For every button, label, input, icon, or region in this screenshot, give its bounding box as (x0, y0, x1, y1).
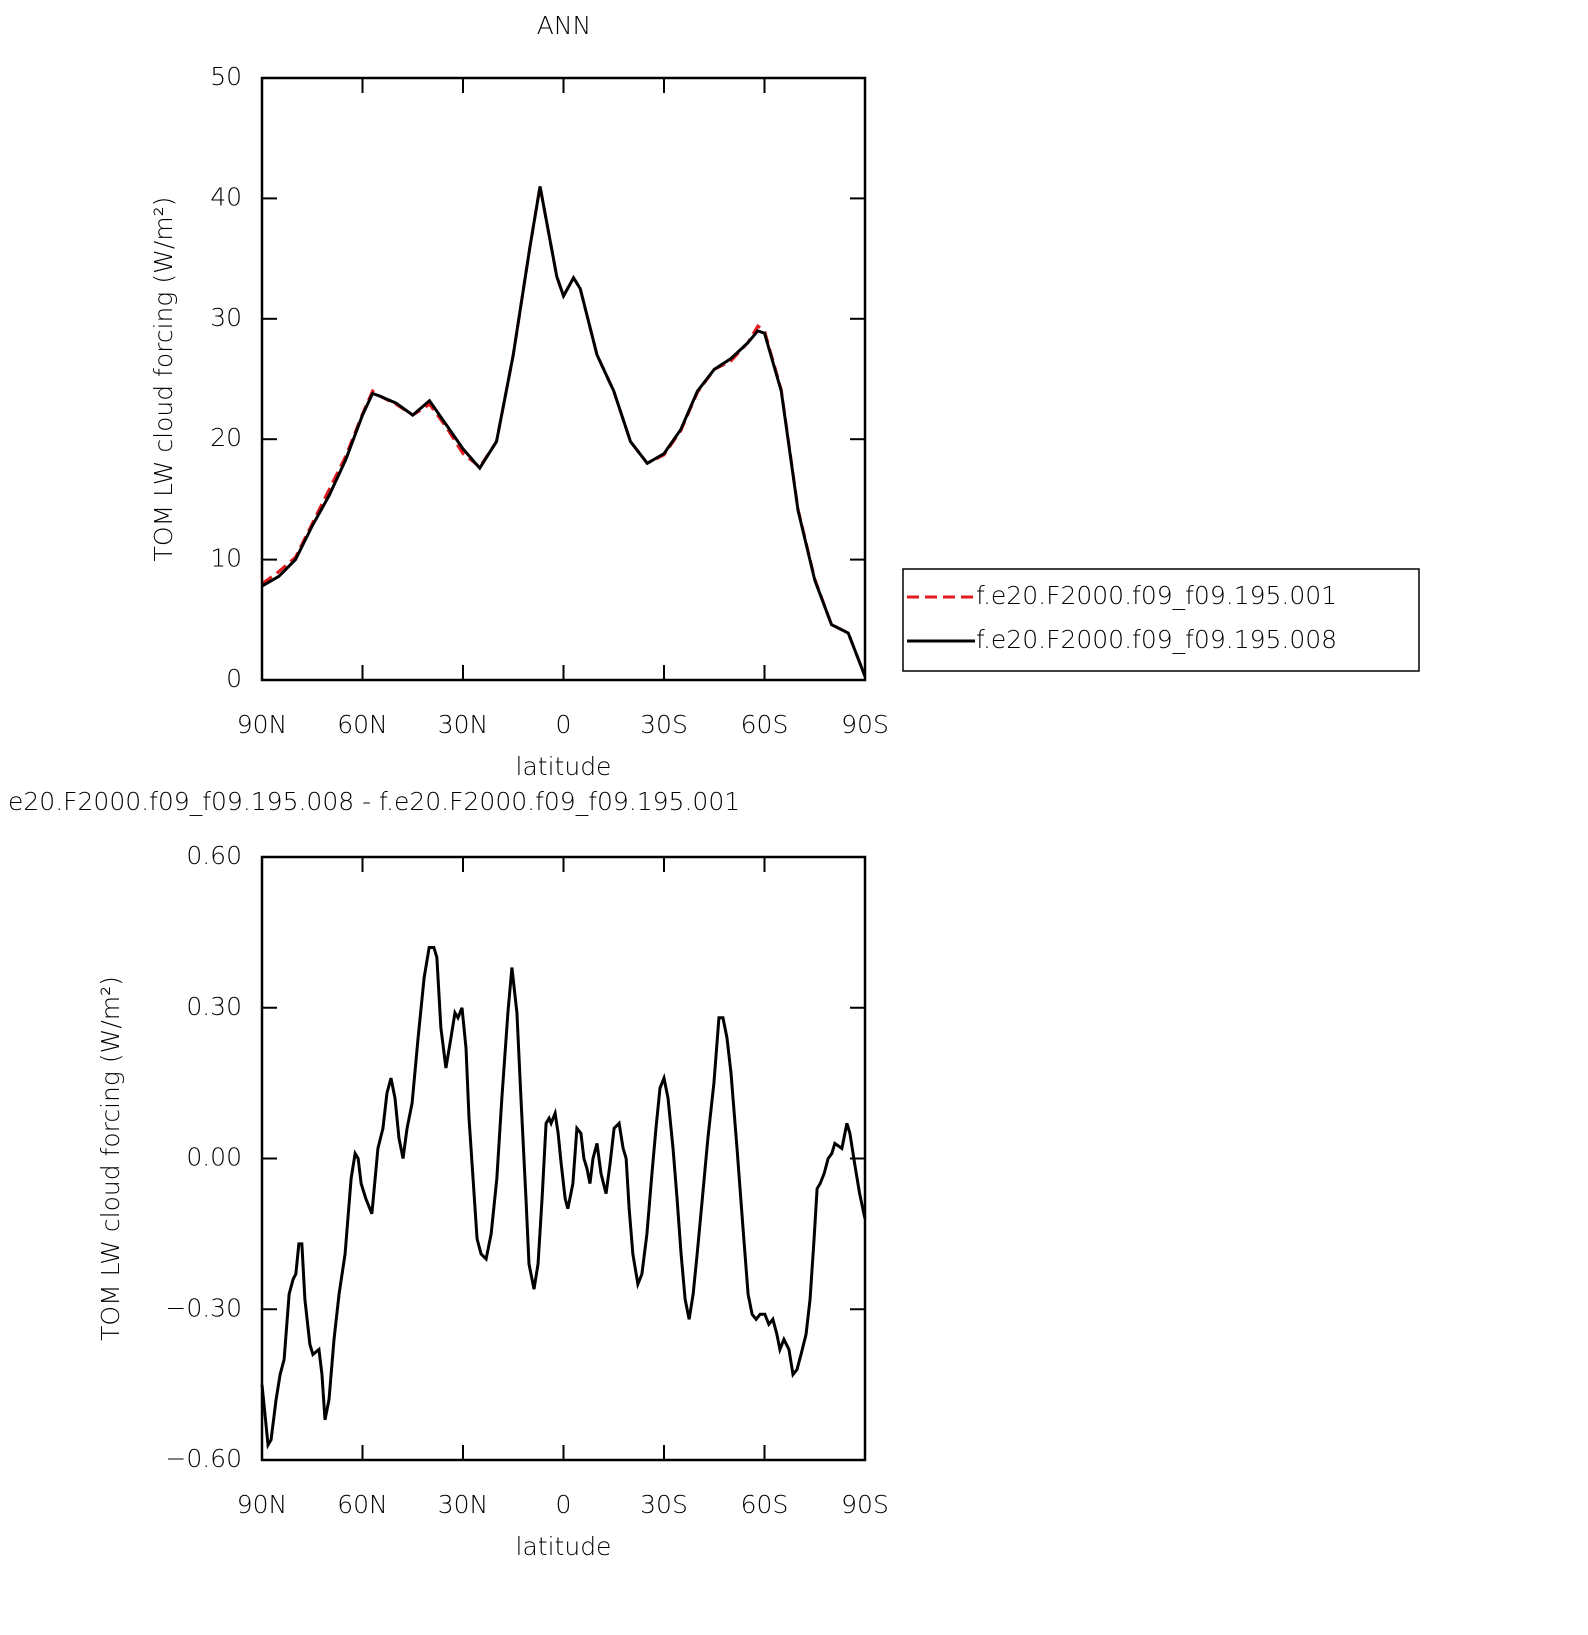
data-line (260, 945, 867, 1450)
legend-label: f.e20.F2000.f09_f09.195.008 (976, 625, 1337, 654)
x-tick-label: 30S (640, 710, 688, 739)
y-axis-label: TOM LW cloud forcing (W/m²) (149, 197, 178, 562)
y-tick-label: 10 (210, 544, 242, 573)
x-tick-label: 90N (237, 710, 288, 739)
data-line (261, 186, 867, 677)
y-tick-label: 40 (210, 182, 242, 211)
x-tick-label: 90S (841, 1490, 889, 1519)
legend-label: f.e20.F2000.f09_f09.195.001 (976, 581, 1337, 610)
y-tick-label: 0.60 (186, 841, 242, 870)
y-tick-label: 30 (210, 303, 242, 332)
y-tick-label: −0.30 (165, 1293, 242, 1322)
x-tick-label: 60N (337, 1490, 388, 1519)
x-axis-label: latitude (516, 752, 612, 781)
x-tick-label: 90N (237, 1490, 288, 1519)
chart-title: ANN (537, 11, 592, 40)
y-tick-label: 20 (210, 423, 242, 452)
x-tick-label: 60N (337, 710, 388, 739)
plot-frame (260, 855, 867, 1462)
x-tick-label: 60S (741, 710, 789, 739)
x-tick-label: 60S (741, 1490, 789, 1519)
x-tick-label: 30S (640, 1490, 688, 1519)
x-tick-label: 90S (841, 710, 889, 739)
y-tick-label: −0.60 (165, 1444, 242, 1473)
x-tick-label: 30N (438, 710, 489, 739)
x-tick-label: 30N (438, 1490, 489, 1519)
x-tick-label: 0 (556, 710, 572, 739)
y-axis-label: TOM LW cloud forcing (W/m²) (96, 976, 125, 1341)
y-tick-label: 0.00 (186, 1143, 242, 1172)
plot-frame (260, 76, 867, 682)
x-axis-label: latitude (516, 1532, 612, 1561)
x-tick-label: 0 (556, 1490, 572, 1519)
y-tick-label: 50 (210, 62, 242, 91)
y-tick-label: 0 (226, 664, 242, 693)
legend-box (902, 568, 1420, 672)
chart-title: e20.F2000.f09_f09.195.008 - f.e20.F2000.… (8, 787, 740, 816)
y-tick-label: 0.30 (186, 992, 242, 1021)
data-line (261, 186, 867, 677)
